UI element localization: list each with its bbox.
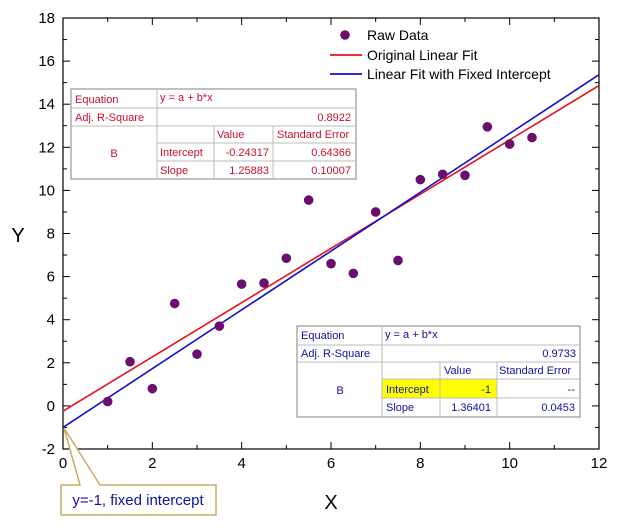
fixed-intercept-fit-line: [62, 74, 600, 429]
x-tick-label: 8: [416, 455, 424, 472]
table-original-intercept-name: Intercept: [160, 147, 203, 159]
table-original-slope-name: Slope: [160, 165, 188, 177]
data-point: [303, 195, 314, 205]
table-original-adj-r-label: Adj. R-Square: [75, 112, 144, 124]
table-original-value-header: Value: [217, 129, 244, 141]
table-fixed-slope-name: Slope: [386, 402, 414, 414]
y-tick-label: 8: [47, 226, 55, 243]
data-point: [259, 278, 269, 288]
y-tick-label: 12: [38, 139, 55, 156]
table-original-adj-r-value: 0.8922: [317, 112, 351, 124]
y-tick-label: -2: [42, 441, 55, 458]
legend: Raw Data Original Linear Fit Linear Fit …: [330, 27, 551, 82]
legend-marker-raw-data: [340, 30, 350, 40]
data-point: [169, 298, 180, 309]
y-tick-label: 16: [38, 53, 55, 70]
table-fixed-intercept-se: --: [568, 384, 576, 396]
y-axis-label: Y: [11, 225, 24, 247]
table-original-intercept-value: -0.24317: [226, 147, 269, 159]
table-fixed-adj-r-value: 0.9733: [542, 348, 576, 360]
x-axis: 0 2 4 6 8 10 12: [59, 18, 608, 472]
fit-table-fixed: Equation y = a + b*x Adj. R-Square 0.973…: [296, 325, 581, 418]
table-fixed-slope-value: 1.36401: [451, 402, 491, 414]
data-point: [214, 321, 225, 331]
data-point: [125, 356, 135, 367]
table-fixed-equation: y = a + b*x: [385, 329, 438, 341]
table-original-equation: y = a + b*x: [160, 92, 213, 104]
data-point: [236, 279, 247, 289]
data-point: [370, 207, 381, 217]
y-tick-label: 14: [38, 96, 55, 113]
table-fixed-intercept-value: -1: [481, 384, 491, 396]
data-point: [437, 169, 448, 180]
y-axis: -2 0 2 4 6 8 10 12 14 16 18: [38, 10, 599, 458]
table-fixed-value-header: Value: [444, 365, 471, 377]
data-point: [504, 139, 515, 149]
legend-label-fixed-fit: Linear Fit with Fixed Intercept: [367, 66, 551, 82]
y-tick-label: 6: [47, 269, 55, 286]
x-tick-label: 10: [501, 455, 518, 472]
y-tick-label: 4: [47, 312, 55, 329]
fixed-intercept-callout: y=-1, fixed intercept: [60, 427, 217, 516]
data-point: [415, 174, 426, 185]
data-point: [281, 253, 292, 264]
x-axis-label: X: [324, 492, 337, 514]
data-point: [460, 170, 470, 181]
table-fixed-intercept-name: Intercept: [386, 384, 429, 396]
data-point: [348, 268, 359, 279]
data-point: [102, 396, 113, 407]
legend-label-original-fit: Original Linear Fit: [367, 47, 478, 63]
data-point: [192, 349, 202, 359]
table-fixed-group-label: B: [336, 385, 343, 397]
table-original-group-label: B: [110, 148, 117, 160]
table-fixed-slope-se: 0.0453: [541, 402, 575, 414]
raw-data-points: [102, 122, 537, 407]
y-tick-label: 18: [38, 10, 55, 27]
data-point: [147, 383, 158, 394]
legend-label-raw-data: Raw Data: [367, 27, 429, 43]
y-tick-label: 0: [47, 398, 55, 415]
table-original-se-header: Standard Error: [277, 129, 349, 141]
y-tick-label: 10: [38, 182, 55, 199]
x-tick-label: 12: [591, 455, 608, 472]
y-tick-label: 2: [47, 355, 55, 372]
table-original-slope-se: 0.10007: [311, 165, 351, 177]
x-tick-label: 6: [327, 455, 335, 472]
table-fixed-se-header: Standard Error: [499, 365, 571, 377]
x-tick-label: 2: [148, 455, 156, 472]
callout-box: [60, 427, 217, 516]
data-point: [482, 122, 493, 132]
x-tick-label: 4: [237, 455, 245, 472]
data-point: [527, 132, 537, 143]
table-fixed-equation-label: Equation: [301, 330, 344, 342]
data-point: [326, 258, 336, 269]
table-original-slope-value: 1.25883: [229, 165, 269, 177]
data-point: [393, 255, 403, 266]
table-fixed-adj-r-label: Adj. R-Square: [301, 348, 370, 360]
table-original-intercept-se: 0.64366: [311, 147, 351, 159]
x-tick-label: 0: [59, 455, 67, 472]
table-original-equation-label: Equation: [75, 94, 118, 106]
fit-table-original: Equation y = a + b*x Adj. R-Square 0.892…: [70, 88, 357, 180]
callout-text: y=-1, fixed intercept: [72, 492, 204, 509]
